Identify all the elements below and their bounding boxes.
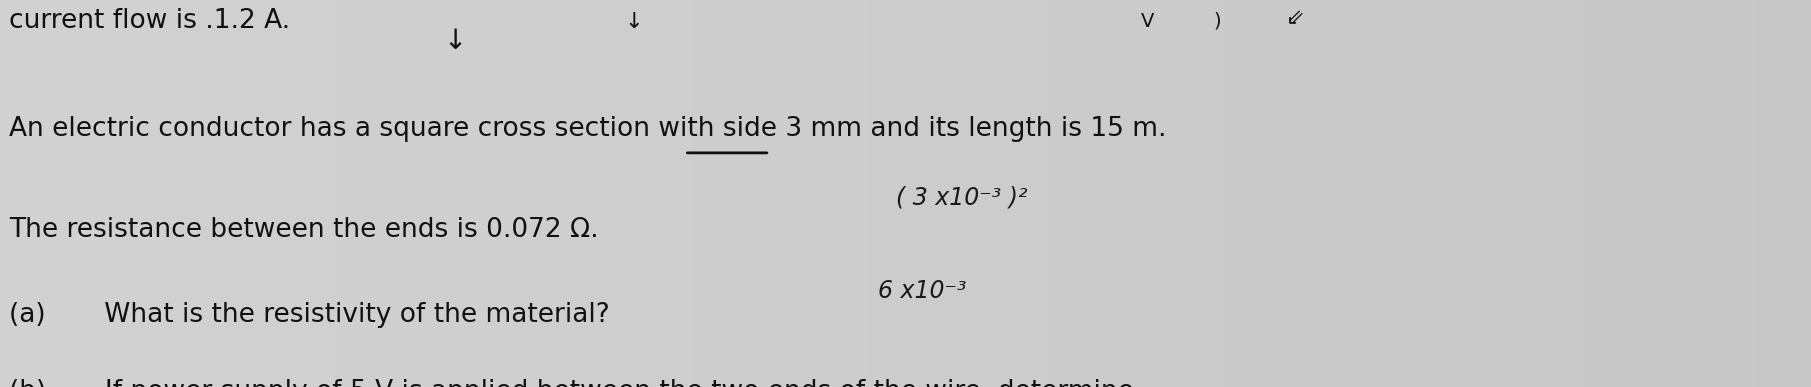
Text: (a)       What is the resistivity of the material?: (a) What is the resistivity of the mater… [9, 302, 610, 328]
Text: 6 x10⁻³: 6 x10⁻³ [878, 279, 967, 303]
Text: ⇙: ⇙ [1286, 8, 1304, 28]
Text: ( 3 x10⁻³ )²: ( 3 x10⁻³ )² [896, 186, 1029, 210]
Text: ↓: ↓ [625, 12, 643, 32]
Text: An electric conductor has a square cross section with side 3 mm and its length i: An electric conductor has a square cross… [9, 116, 1166, 142]
Text: ): ) [1213, 12, 1221, 31]
Text: current flow is .1.2 A.: current flow is .1.2 A. [9, 8, 290, 34]
Text: ↓: ↓ [444, 27, 467, 55]
Text: (b)       If power supply of 5 V is applied between the two ends of the wire, de: (b) If power supply of 5 V is applied be… [9, 379, 1134, 387]
Text: V: V [1141, 12, 1154, 31]
Text: The resistance between the ends is 0.072 Ω.: The resistance between the ends is 0.072… [9, 217, 599, 243]
